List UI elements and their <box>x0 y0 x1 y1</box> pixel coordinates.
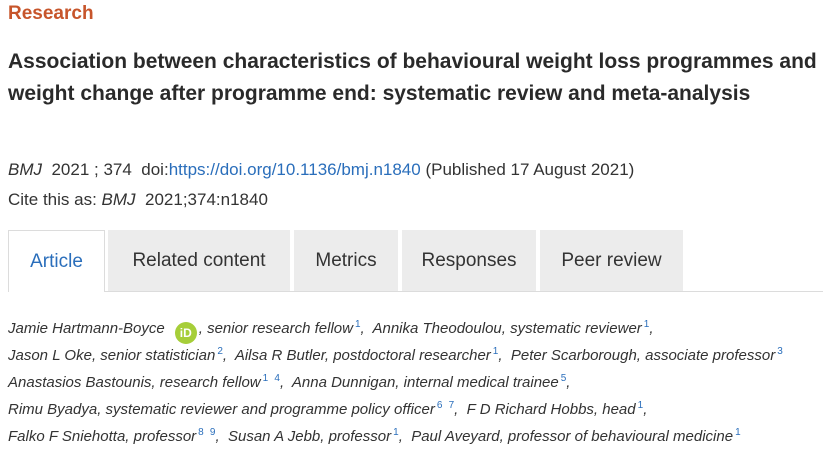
cite-journal: BMJ <box>101 190 136 209</box>
tab-related-content[interactable]: Related content <box>108 230 290 292</box>
author-name[interactable]: Paul Aveyard, professor of behavioural m… <box>411 428 734 445</box>
affiliation-link[interactable]: 4 <box>274 373 280 384</box>
author-name[interactable]: Anna Dunnigan, internal medical trainee <box>291 374 559 391</box>
author-list: Jamie Hartmann-Boyce iD, senior research … <box>8 311 823 446</box>
affiliation-link[interactable]: 1 <box>262 373 269 384</box>
tab-metrics[interactable]: Metrics <box>294 230 398 292</box>
cite-reference: 2021;374:n1840 <box>145 190 268 209</box>
affiliation-link[interactable]: 1 <box>354 319 361 330</box>
affiliation-link[interactable]: 1 <box>393 427 399 438</box>
article-title: Association between characteristics of b… <box>8 50 817 105</box>
author-line: Anastasios Bastounis, research fellow 1 4… <box>8 373 571 391</box>
author-line: Rimu Byadya, systematic reviewer and pro… <box>8 400 648 418</box>
affiliation-link[interactable]: 1 <box>492 346 499 357</box>
section-label: Research <box>8 3 94 24</box>
author-name[interactable]: Ailsa R Butler, postdoctoral researcher <box>234 347 491 364</box>
author-name[interactable]: Falko F Sniehotta, professor <box>8 428 197 445</box>
author-name[interactable]: F D Richard Hobbs, head <box>466 401 636 418</box>
affiliation-link[interactable]: 1 <box>637 400 644 411</box>
affiliation-link[interactable]: 5 <box>560 373 567 384</box>
tab-peer-review[interactable]: Peer review <box>540 230 683 292</box>
author-name[interactable]: Annika Theodoulou, systematic reviewer <box>372 320 642 337</box>
published-date: (Published 17 August 2021) <box>425 160 635 179</box>
affiliation-link[interactable]: 2 <box>217 346 223 357</box>
affiliation-link[interactable]: 7 <box>448 400 455 411</box>
affiliation-link[interactable]: 1 <box>735 427 741 438</box>
cite-as-label: Cite this as: <box>8 190 97 209</box>
author-name[interactable]: Rimu Byadya, systematic reviewer and pro… <box>8 401 435 418</box>
article-tabs: Article Related content Metrics Response… <box>8 230 823 292</box>
author-name[interactable]: Susan A Jebb, professor <box>227 428 392 445</box>
cite-as-line: Cite this as: BMJ 2021;374:n1840 <box>8 190 268 210</box>
author-line: Jason L Oke, senior statistician 2, Ailsa… <box>8 346 783 364</box>
doi-label: doi: <box>141 160 169 179</box>
affiliation-link[interactable]: 9 <box>209 427 216 438</box>
journal-name: BMJ <box>8 160 42 179</box>
year-volume: 2021 ; 374 <box>51 160 132 179</box>
citation-line: BMJ 2021 ; 374 doi:https://doi.org/10.11… <box>8 160 634 180</box>
author-name[interactable]: Jason L Oke, senior statistician <box>8 347 216 364</box>
author-name[interactable]: Peter Scarborough, associate professor <box>510 347 776 364</box>
affiliation-link[interactable]: 6 <box>436 400 443 411</box>
affiliation-link[interactable]: 8 <box>198 427 204 438</box>
tab-responses[interactable]: Responses <box>402 230 536 292</box>
tabs-divider <box>105 291 823 292</box>
orcid-icon[interactable]: iD <box>174 322 197 344</box>
author-name[interactable]: Anastasios Bastounis, research fellow <box>8 374 261 391</box>
doi-link[interactable]: https://doi.org/10.1136/bmj.n1840 <box>168 160 421 179</box>
author-name[interactable]: Jamie Hartmann-Boyce <box>8 320 165 337</box>
tab-article[interactable]: Article <box>8 230 105 292</box>
affiliation-link[interactable]: 1 <box>643 319 650 330</box>
author-line: Falko F Sniehotta, professor 8 9, Susan A… <box>8 427 741 445</box>
author-role: , senior research fellow <box>198 320 353 337</box>
affiliation-link[interactable]: 3 <box>777 346 783 357</box>
author-line: Jamie Hartmann-Boyce iD, senior research … <box>8 311 823 344</box>
